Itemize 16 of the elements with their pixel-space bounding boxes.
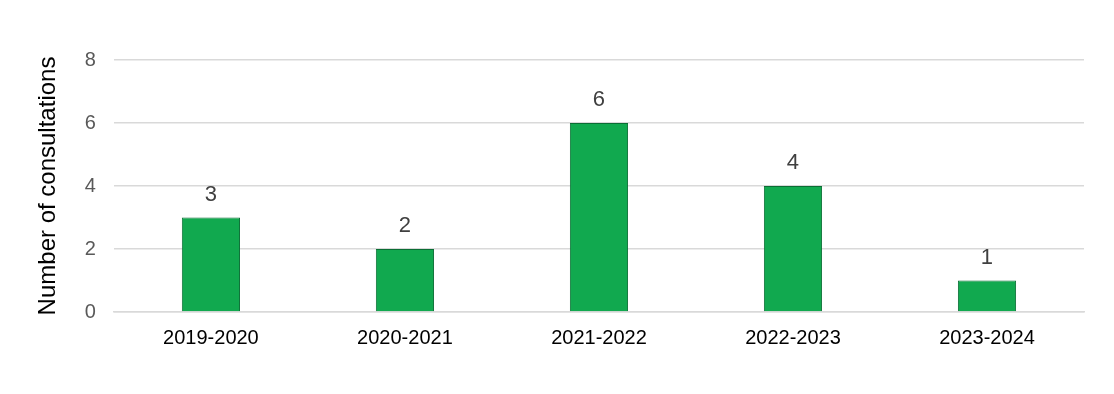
y-tick-label: 0: [84, 299, 96, 322]
x-tick-label: 2020-2021: [357, 325, 453, 348]
x-tick-label: 2022-2023: [745, 325, 841, 348]
y-tick-label: 6: [84, 110, 96, 133]
data-label: 3: [204, 180, 218, 206]
data-label: 6: [592, 86, 606, 112]
x-tick-label: 2023-2024: [939, 325, 1035, 348]
data-label: 2: [398, 212, 412, 238]
x-tick-label: 2019-2020: [163, 325, 259, 348]
y-axis-title: Number of consultations: [33, 56, 61, 316]
x-tick-label: 2021-2022: [551, 325, 647, 348]
y-tick-label: 2: [84, 236, 96, 259]
y-tick-label: 8: [84, 47, 96, 70]
data-label: 4: [786, 149, 800, 175]
data-label: 1: [980, 243, 994, 269]
y-tick-label: 4: [84, 173, 96, 196]
